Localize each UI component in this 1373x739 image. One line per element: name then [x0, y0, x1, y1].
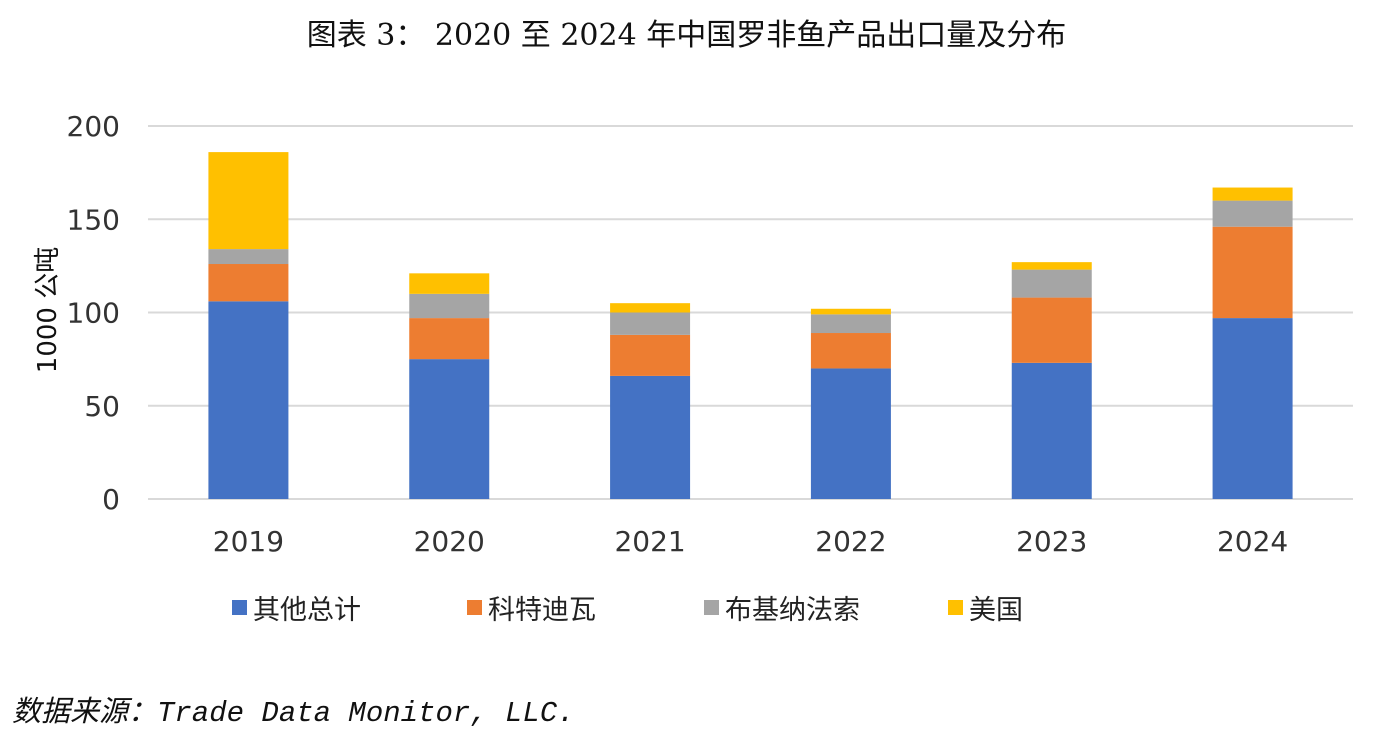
legend-label: 其他总计	[253, 595, 361, 626]
legend-label: 布基纳法索	[725, 595, 860, 626]
bar-2019-series-0	[208, 301, 289, 499]
bar-2020-series-2	[409, 293, 490, 319]
x-tick-label: 2021	[614, 525, 685, 558]
y-axis-label: 1000 公吨	[33, 247, 63, 373]
bar-2019-series-3	[208, 152, 289, 250]
bars	[208, 152, 1293, 499]
gridlines	[148, 125, 1353, 500]
y-tick-label: 0	[102, 483, 120, 516]
bar-2023-series-3	[1011, 262, 1092, 270]
bar-2023-series-1	[1011, 297, 1092, 363]
bar-2021-series-2	[610, 312, 691, 335]
legend-label: 美国	[969, 595, 1023, 626]
y-tick-label: 100	[67, 297, 120, 330]
bar-2023-series-0	[1011, 362, 1092, 499]
x-tick-label: 2022	[815, 525, 886, 558]
legend-swatch	[467, 600, 482, 615]
x-tick-labels: 2019 2020 2021 2022 2023 2024	[213, 525, 1288, 558]
bar-2022-series-2	[810, 314, 891, 334]
x-tick-label: 2024	[1217, 525, 1288, 558]
legend-swatch	[232, 600, 247, 615]
source-note: 数据来源：Trade Data Monitor, LLC.	[12, 697, 575, 730]
bar-2022-series-3	[810, 308, 891, 315]
bar-2020-series-0	[409, 359, 490, 499]
bar-2021-series-3	[610, 303, 691, 313]
bar-2021-series-1	[610, 334, 691, 376]
bar-2019-series-2	[208, 249, 289, 265]
legend-item: 其他总计	[232, 588, 361, 627]
bar-2022-series-0	[810, 368, 891, 499]
x-tick-label: 2020	[414, 525, 485, 558]
bar-2020-series-1	[409, 318, 490, 360]
bar-2023-series-2	[1011, 269, 1092, 298]
bar-2024-series-1	[1212, 226, 1293, 319]
y-tick-label: 50	[84, 390, 120, 423]
bar-2020-series-3	[409, 273, 490, 294]
legend-label: 科特迪瓦	[488, 595, 596, 626]
x-tick-label: 2019	[213, 525, 284, 558]
bar-2024-series-2	[1212, 200, 1293, 227]
bar-2019-series-1	[208, 264, 289, 302]
bar-2021-series-0	[610, 375, 691, 499]
chart-title: 图表 3： 2020 至 2024 年中国罗非鱼产品出口量及分布	[306, 18, 1067, 53]
legend-item: 科特迪瓦	[467, 588, 596, 627]
bar-2024-series-3	[1212, 187, 1293, 201]
legend-swatch	[704, 600, 719, 615]
legend-item: 美国	[948, 588, 1023, 627]
bar-2024-series-0	[1212, 318, 1293, 499]
x-tick-label: 2023	[1016, 525, 1087, 558]
y-tick-label: 150	[67, 203, 120, 236]
legend-swatch	[948, 600, 963, 615]
legend-item: 布基纳法索	[704, 588, 860, 627]
y-tick-labels: 0 50 100 150 200	[67, 110, 120, 516]
y-tick-label: 200	[67, 110, 120, 143]
bar-2022-series-1	[810, 333, 891, 369]
